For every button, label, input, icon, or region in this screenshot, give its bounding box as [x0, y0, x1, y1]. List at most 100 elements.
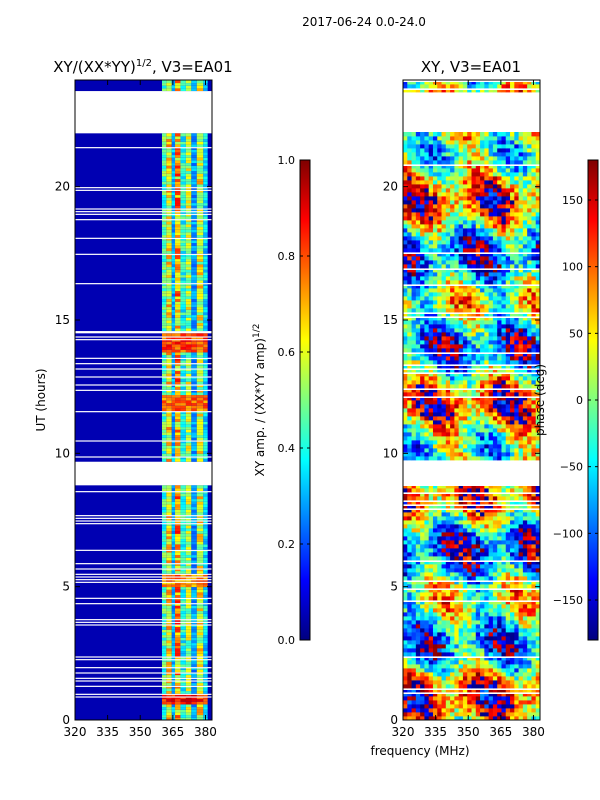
heatmap-cell: [462, 628, 468, 633]
heatmap-cell: [415, 668, 421, 673]
heatmap-cell: [161, 698, 167, 702]
heatmap-row-bg: [75, 488, 212, 492]
heatmap-cell: [175, 605, 181, 609]
heatmap-cell: [185, 509, 192, 513]
heatmap-cell: [484, 508, 490, 513]
heatmap-cell: [196, 637, 204, 641]
heatmap-cell: [501, 652, 507, 657]
heatmap-cell: [484, 404, 490, 409]
heatmap-cell: [445, 568, 451, 573]
heatmap-cell: [161, 429, 167, 433]
heatmap-cell: [161, 176, 167, 180]
heatmap-cell: [535, 448, 540, 453]
heatmap-cell: [161, 650, 167, 654]
heatmap-cell: [471, 404, 477, 409]
flagged-row: [403, 492, 540, 494]
heatmap-cell: [175, 269, 181, 273]
heatmap-cell: [484, 532, 490, 537]
heatmap-cell: [535, 672, 540, 677]
heatmap-cell: [450, 400, 455, 405]
heatmap-cell: [171, 176, 176, 180]
heatmap-cell: [166, 714, 172, 718]
heatmap-row-bg: [75, 608, 212, 612]
heatmap-cell: [407, 624, 412, 629]
heatmap-cell: [180, 82, 186, 86]
heatmap-cell: [480, 604, 485, 609]
heatmap-cell: [161, 317, 167, 321]
heatmap-cell: [514, 396, 519, 401]
heatmap-cell: [420, 684, 425, 689]
heatmap-cell: [514, 616, 519, 621]
heatmap-cell: [484, 432, 490, 437]
heatmap-cell: [492, 504, 498, 509]
heatmap-cell: [505, 416, 511, 421]
heatmap-cell: [171, 674, 176, 678]
heatmap-cell: [428, 624, 434, 629]
heatmap-cell: [505, 588, 511, 593]
heatmap-cell: [175, 141, 181, 145]
heatmap-cell: [203, 272, 208, 276]
heatmap-cell: [171, 424, 176, 428]
heatmap-cell: [180, 149, 186, 153]
heatmap-cell: [185, 704, 192, 708]
heatmap-cell: [166, 496, 172, 500]
heatmap-cell: [492, 644, 498, 649]
heatmap-cell: [161, 634, 167, 638]
heatmap-cell: [450, 540, 455, 545]
heatmap-cell: [441, 676, 447, 681]
heatmap-cell: [450, 520, 455, 525]
heatmap-cell: [462, 588, 468, 593]
heatmap-cell: [475, 580, 481, 585]
heatmap-cell: [518, 500, 524, 505]
heatmap-cell: [175, 314, 181, 318]
heatmap-cell: [531, 592, 537, 597]
heatmap-cell: [203, 157, 208, 161]
heatmap-cell: [527, 548, 532, 553]
heatmap-row-bg: [75, 341, 212, 345]
heatmap-row-bg: [75, 664, 212, 668]
heatmap-cell: [196, 232, 204, 236]
heatmap-cell: [166, 168, 172, 172]
heatmap-cell: [501, 416, 507, 421]
heatmap-cell: [175, 136, 181, 140]
heatmap-cell: [420, 564, 425, 569]
heatmap-cell: [462, 452, 468, 457]
heatmap-cell: [475, 416, 481, 421]
heatmap-cell: [471, 712, 477, 717]
heatmap-cell: [411, 376, 417, 381]
heatmap-cell: [514, 640, 519, 645]
heatmap-cell: [505, 440, 511, 445]
heatmap-cell: [180, 309, 186, 313]
heatmap-cell: [462, 712, 468, 717]
heatmap-cell: [166, 416, 172, 420]
heatmap-cell: [420, 628, 425, 633]
heatmap-cell: [445, 604, 451, 609]
heatmap-cell: [471, 356, 477, 361]
heatmap-cell: [175, 296, 181, 300]
heatmap-cell: [161, 328, 167, 332]
heatmap-cell: [407, 356, 412, 361]
heatmap-cell: [462, 376, 468, 381]
heatmap-cell: [497, 640, 502, 645]
heatmap-cell: [475, 396, 481, 401]
heatmap-cell: [196, 429, 204, 433]
heatmap-cell: [432, 408, 438, 413]
heatmap-cell: [527, 368, 532, 373]
heatmap-cell: [203, 424, 208, 428]
heatmap-cell: [535, 636, 540, 641]
heatmap-cell: [196, 426, 204, 430]
heatmap-cell: [484, 572, 490, 577]
heatmap-cell: [510, 712, 515, 717]
heatmap-cell: [518, 372, 524, 377]
heatmap-cell: [535, 560, 540, 565]
heatmap-cell: [527, 684, 532, 689]
heatmap-cell: [462, 700, 468, 705]
heatmap-cell: [492, 632, 498, 637]
heatmap-cell: [428, 380, 434, 385]
heatmap-cell: [415, 560, 421, 565]
heatmap-cell: [522, 572, 528, 577]
heatmap-row-bg: [75, 314, 212, 318]
heatmap-cell: [166, 304, 172, 308]
heatmap-cell: [432, 544, 438, 549]
heatmap-cell: [203, 392, 208, 396]
